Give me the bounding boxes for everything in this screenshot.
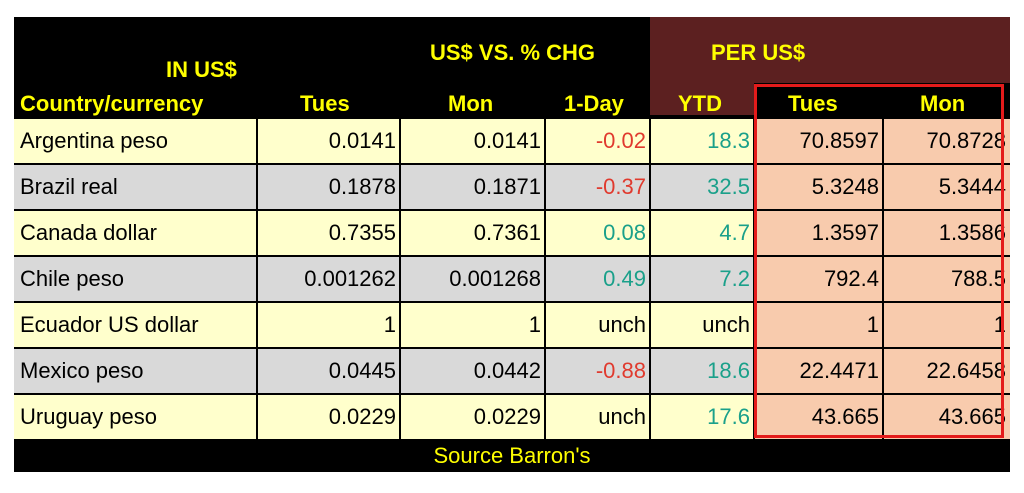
row-divider	[14, 117, 1010, 119]
col-header-1day: 1-Day	[564, 91, 624, 116]
row-tues: 0.0445	[257, 348, 400, 393]
row-divider	[14, 347, 1010, 349]
table-row: Mexico peso 0.0445 0.0442 -0.88 18.6 22.4471 2…	[14, 348, 1010, 393]
row-country: Chile peso	[14, 256, 257, 301]
row-country: Canada dollar	[14, 210, 257, 255]
row-per-tues: 1.3597	[754, 210, 883, 255]
per-us-header-bg	[650, 17, 1010, 83]
row-divider	[14, 209, 1010, 211]
table-row: Brazil real 0.1878 0.1871 -0.37 32.5 5.3248 5.…	[14, 164, 1010, 209]
row-per-mon: 22.6458	[883, 348, 1010, 393]
row-divider	[14, 301, 1010, 303]
row-tues: 1	[257, 302, 400, 347]
row-divider	[14, 393, 1010, 395]
row-ytd: 4.7	[650, 210, 754, 255]
col-header-per-tues: Tues	[788, 91, 838, 116]
row-1day: 0.08	[545, 210, 650, 255]
row-tues: 0.1878	[257, 164, 400, 209]
row-tues: 0.0229	[257, 394, 400, 439]
row-per-mon: 788.5	[883, 256, 1010, 301]
row-country: Argentina peso	[14, 118, 257, 163]
row-country: Ecuador US dollar	[14, 302, 257, 347]
column-divider	[544, 118, 546, 440]
row-per-tues: 43.665	[754, 394, 883, 439]
row-country: Brazil real	[14, 164, 257, 209]
row-mon: 0.001268	[400, 256, 545, 301]
row-per-tues: 22.4471	[754, 348, 883, 393]
header-in-us: IN US$	[166, 57, 237, 82]
ytd-header-bg	[650, 83, 754, 115]
col-header-per-mon: Mon	[920, 91, 966, 116]
table-row: Argentina peso 0.0141 0.0141 -0.02 18.3 70.85…	[14, 118, 1010, 163]
row-1day: -0.02	[545, 118, 650, 163]
row-mon: 0.0141	[400, 118, 545, 163]
row-country: Uruguay peso	[14, 394, 257, 439]
row-mon: 0.7361	[400, 210, 545, 255]
column-divider	[399, 118, 401, 440]
row-divider	[14, 439, 1010, 441]
row-mon: 0.1871	[400, 164, 545, 209]
col-header-ytd: YTD	[678, 91, 722, 116]
row-ytd: 32.5	[650, 164, 754, 209]
currency-table: IN US$ US$ VS. % CHG PER US$ Country/cur…	[14, 17, 1010, 472]
row-tues: 0.7355	[257, 210, 400, 255]
header-per-us: PER US$	[711, 40, 806, 65]
col-header-mon: Mon	[448, 91, 494, 116]
row-tues: 0.0141	[257, 118, 400, 163]
row-per-mon: 1.3586	[883, 210, 1010, 255]
row-ytd: unch	[650, 302, 754, 347]
row-ytd: 17.6	[650, 394, 754, 439]
row-per-tues: 1	[754, 302, 883, 347]
row-per-mon: 1	[883, 302, 1010, 347]
row-mon: 1	[400, 302, 545, 347]
table-row: Chile peso 0.001262 0.001268 0.49 7.2 792.4 78…	[14, 256, 1010, 301]
row-tues: 0.001262	[257, 256, 400, 301]
row-per-tues: 5.3248	[754, 164, 883, 209]
column-divider	[882, 118, 884, 440]
row-mon: 0.0229	[400, 394, 545, 439]
table-row: Ecuador US dollar 1 1 unch unch 1 1	[14, 302, 1010, 347]
column-divider	[649, 118, 651, 440]
column-divider	[256, 118, 258, 440]
per-us-highlight-box	[754, 84, 1004, 438]
table-row: Canada dollar 0.7355 0.7361 0.08 4.7 1.3597 1.…	[14, 210, 1010, 255]
row-per-tues: 792.4	[754, 256, 883, 301]
row-1day: unch	[545, 394, 650, 439]
row-per-mon: 43.665	[883, 394, 1010, 439]
row-ytd: 18.6	[650, 348, 754, 393]
header-vs-chg: US$ VS. % CHG	[430, 40, 596, 65]
col-header-country: Country/currency	[20, 91, 204, 116]
source-note: Source Barron's	[433, 443, 591, 468]
row-mon: 0.0442	[400, 348, 545, 393]
row-per-mon: 70.8728	[883, 118, 1010, 163]
row-1day: 0.49	[545, 256, 650, 301]
row-divider	[14, 255, 1010, 257]
row-1day: -0.88	[545, 348, 650, 393]
row-divider	[14, 163, 1010, 165]
row-ytd: 7.2	[650, 256, 754, 301]
col-header-tues: Tues	[300, 91, 350, 116]
table-row: Uruguay peso 0.0229 0.0229 unch 17.6 43.665 43…	[14, 394, 1010, 439]
row-country: Mexico peso	[14, 348, 257, 393]
row-1day: -0.37	[545, 164, 650, 209]
row-per-tues: 70.8597	[754, 118, 883, 163]
row-per-mon: 5.3444	[883, 164, 1010, 209]
row-ytd: 18.3	[650, 118, 754, 163]
row-1day: unch	[545, 302, 650, 347]
